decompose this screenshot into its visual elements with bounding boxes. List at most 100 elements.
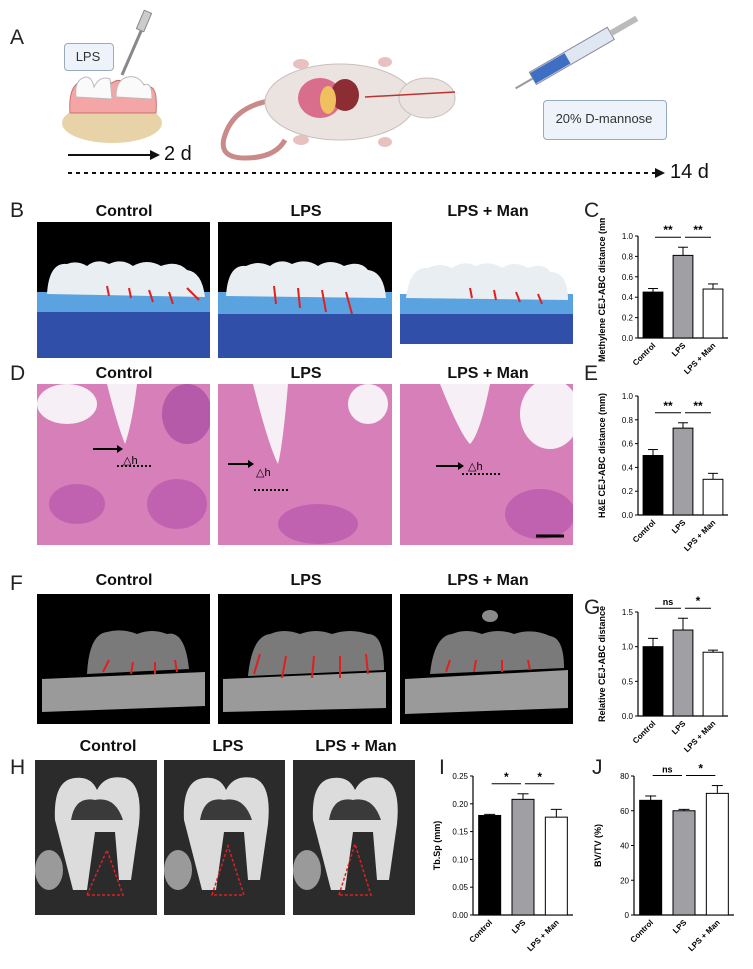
methylene-blue-photo-man [400, 222, 573, 358]
chart-C-sig-label-1: ** [693, 223, 703, 237]
chart-G-bar-1 [673, 630, 693, 716]
chart-J-ytick-label: 40 [620, 842, 629, 851]
chart-E-category-label-0: Control [631, 518, 657, 544]
f-title-lps: LPS [206, 572, 406, 590]
chart-I-ytick-label: 0.15 [452, 828, 468, 837]
f-title-control: Control [24, 572, 224, 590]
microct-section-photo-control [35, 760, 157, 915]
d-title-control: Control [24, 365, 224, 383]
microct-3d-photo-control [37, 594, 210, 724]
microct-section-photo-lps [164, 760, 285, 915]
microct-3d-photo-lps [218, 594, 392, 724]
chart-I-ytick-label: 0.25 [452, 772, 468, 781]
chart-c: Methylene CEJ-ABC distance (mm) 0.0 0.2 0.4… [596, 218, 736, 386]
delta-h-label-control: △h [123, 455, 138, 467]
lps-label: LPS [64, 49, 112, 64]
chart-C-category-label-2: LPS + Man [682, 341, 717, 376]
chart-J-ytick-label: 60 [620, 807, 629, 816]
chart-G-ylabel: Relative CEJ-ABC distance [597, 606, 607, 722]
h-title-man: LPS + Man [256, 738, 456, 756]
chart-C-ytick-label: 0.2 [622, 314, 634, 323]
he-stain-photo-control: △h [37, 384, 210, 545]
timeline-2d-label: 2 d [164, 143, 192, 166]
chart-C-bar-1 [673, 255, 693, 338]
mannose-label: 20% D-mannose [543, 111, 665, 126]
methylene-blue-photo-lps [218, 222, 392, 358]
timeline-14d-label: 14 d [670, 161, 709, 184]
chart-E-bar-1 [673, 428, 693, 515]
chart-I-sig-label-0: * [504, 770, 509, 784]
chart-G-category-label-1: LPS [670, 719, 688, 737]
chart-E-category-label-2: LPS + Man [682, 518, 717, 553]
chart-C-ytick-label: 1.0 [622, 232, 634, 241]
chart-J-bar-1 [673, 811, 695, 915]
chart-G-bar-0 [643, 647, 663, 716]
chart-J-sig-label-1: * [698, 762, 703, 776]
chart-G-category-label-2: LPS + Man [682, 719, 717, 754]
chart-J-ytick-label: 80 [620, 772, 629, 781]
chart-J-ytick-label: 20 [620, 876, 629, 885]
chart-C-ytick-label: 0.0 [622, 334, 634, 343]
chart-C-bar-2 [703, 289, 723, 338]
chart-G-sig-label-0: ns [663, 597, 674, 607]
chart-E-ytick-label: 0.6 [622, 440, 634, 449]
he-stain-photo-lps: △h [218, 384, 392, 545]
chart-I-ytick-label: 0.10 [452, 855, 468, 864]
chart-E-ytick-label: 0.4 [622, 463, 634, 472]
chart-E-ytick-label: 1.0 [622, 392, 634, 401]
chart-E-bar-0 [643, 456, 663, 516]
chart-J-category-label-1: LPS [671, 918, 689, 936]
chart-C-bar-0 [643, 292, 663, 338]
delta-h-label-lps: △h [256, 467, 271, 479]
tooth-injection-illustration [60, 5, 175, 145]
chart-I-category-label-1: LPS [510, 918, 528, 936]
chart-G-ytick-label: 0.5 [622, 677, 634, 686]
chart-I-category-label-0: Control [468, 918, 494, 944]
chart-J-category-label-2: LPS + Man [687, 918, 722, 953]
chart-E-category-label-1: LPS [670, 518, 688, 536]
timeline [60, 140, 720, 185]
chart-E-sig-label-1: ** [693, 399, 703, 413]
chart-G-ytick-label: 1.5 [622, 608, 634, 617]
panel-label-h: H [10, 756, 25, 780]
chart-C-ylabel: Methylene CEJ-ABC distance (mm) [597, 218, 607, 362]
chart-G-ytick-label: 0.0 [622, 712, 634, 721]
chart-E-sig-label-0: ** [663, 399, 673, 413]
he-stain-photo-man: △h [400, 384, 573, 545]
chart-E-ytick-label: 0.8 [622, 416, 634, 425]
chart-C-category-label-0: Control [631, 341, 657, 367]
chart-E-bar-2 [703, 479, 723, 515]
chart-G-ytick-label: 1.0 [622, 643, 634, 652]
chart-G-bar-2 [703, 652, 723, 716]
chart-J-ylabel: BV/TV (%) [593, 824, 603, 867]
chart-j: BV/TV (%) 0 20 40 60 80 Control LPSLPS + Man ns * [592, 758, 742, 963]
d-title-lps: LPS [206, 365, 406, 383]
b-title-man: LPS + Man [388, 203, 588, 221]
chart-I-ytick-label: 0.05 [452, 883, 468, 892]
chart-J-bar-2 [706, 793, 728, 915]
methylene-blue-photo-control [37, 222, 210, 358]
chart-E-ylabel: H&E CEJ-ABC distance (mm) [597, 393, 607, 518]
chart-I-sig-label-1: * [537, 770, 542, 784]
chart-J-category-label-0: Control [629, 918, 655, 944]
panel-label-a: A [10, 26, 24, 50]
chart-J-ytick-label: 0 [625, 911, 630, 920]
chart-I-ytick-label: 0.20 [452, 800, 468, 809]
chart-C-ytick-label: 0.4 [622, 293, 634, 302]
chart-I-ytick-label: 0.00 [452, 911, 468, 920]
chart-C-ytick-label: 0.6 [622, 273, 634, 282]
d-title-man: LPS + Man [388, 365, 588, 383]
chart-g: Relative CEJ-ABC distance 0.0 0.5 1.0 1.5 Con… [596, 594, 736, 764]
chart-I-bar-0 [479, 815, 501, 915]
chart-G-category-label-0: Control [631, 719, 657, 745]
b-title-lps: LPS [206, 203, 406, 221]
chart-I-bar-1 [512, 799, 534, 915]
chart-J-sig-label-0: ns [662, 765, 673, 775]
chart-C-category-label-1: LPS [670, 341, 688, 359]
f-title-man: LPS + Man [388, 572, 588, 590]
panel-label-b: B [10, 199, 24, 223]
chart-i: Tb.Sp (mm) 0.00 0.05 0.10 0.15 0.20 0.25 Contro… [431, 758, 581, 963]
chart-I-bar-2 [545, 817, 567, 915]
chart-I-category-label-2: LPS + Man [526, 918, 561, 953]
microct-3d-photo-man [400, 594, 573, 724]
